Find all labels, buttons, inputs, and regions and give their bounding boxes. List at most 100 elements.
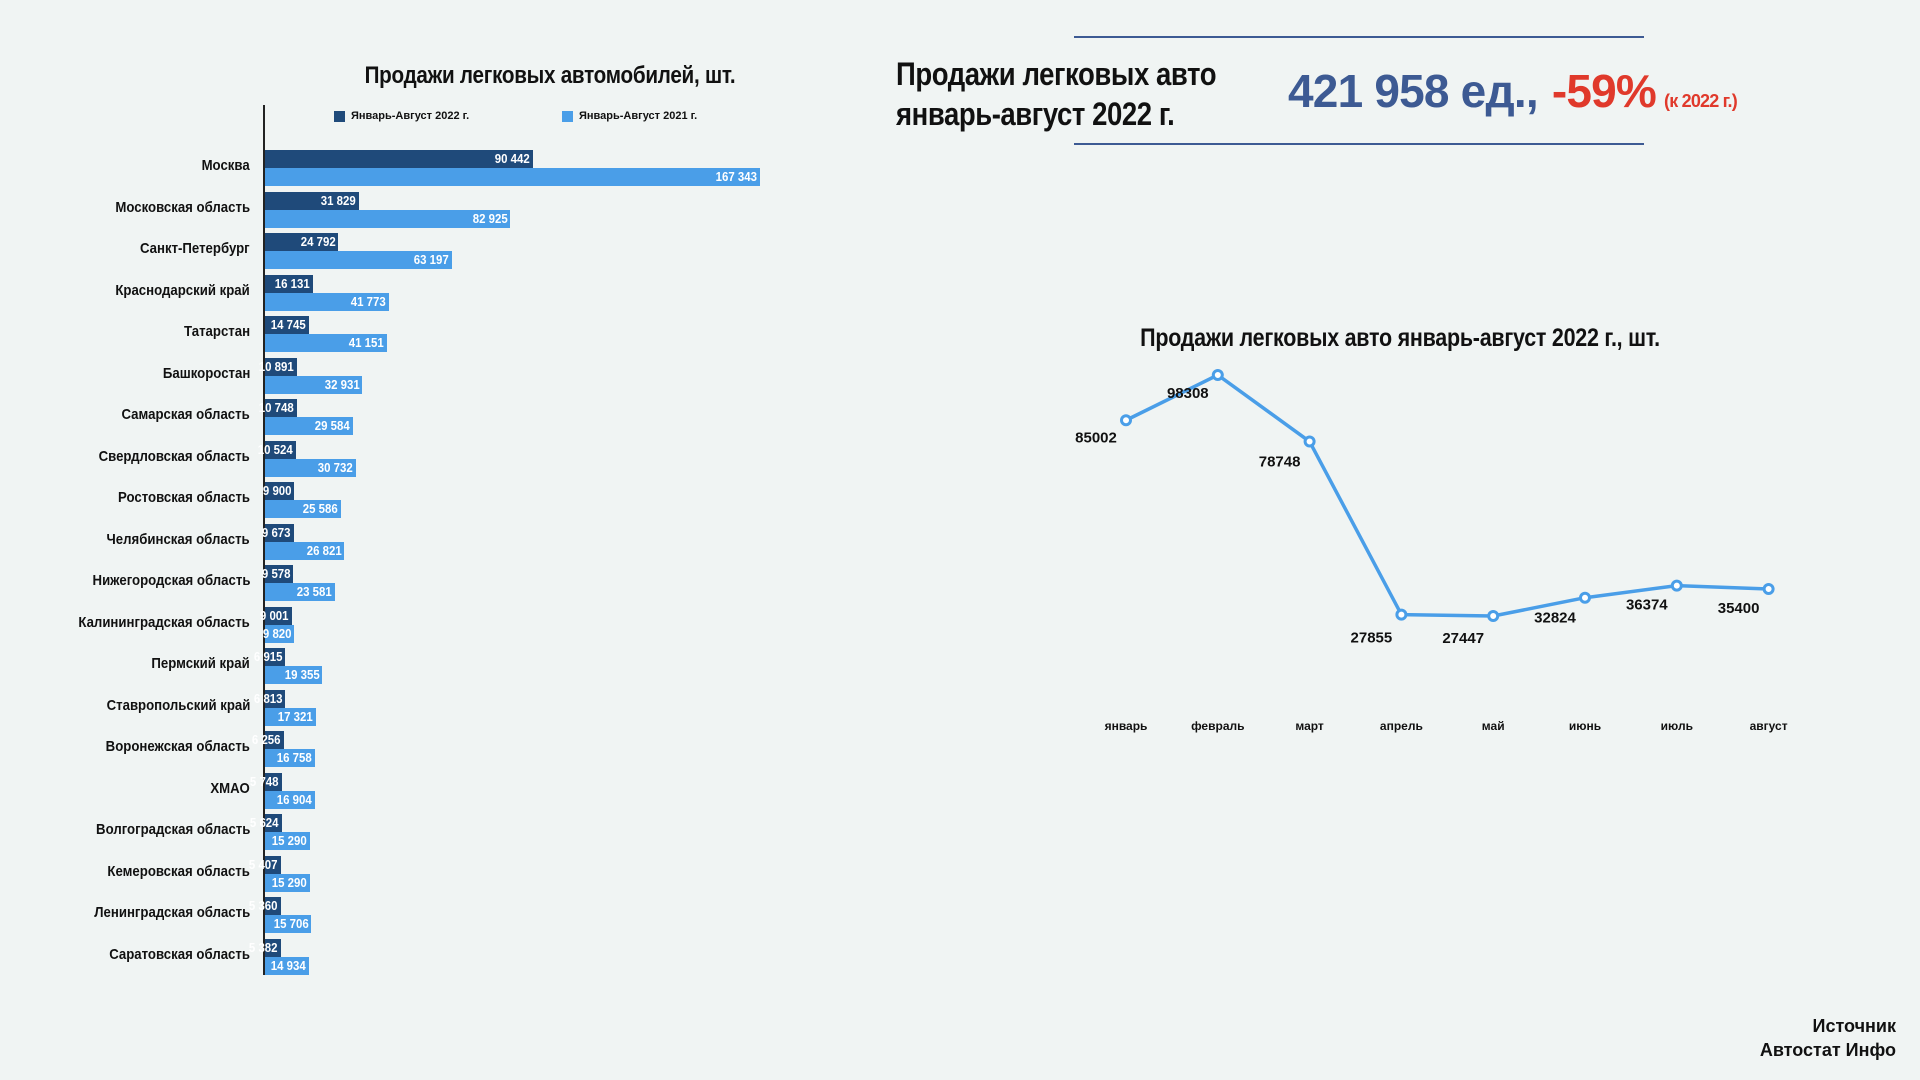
bar-2021	[265, 790, 315, 809]
category-label: Калининградская область	[78, 613, 250, 631]
bar-2022	[265, 648, 286, 666]
x-tick-label: июнь	[1569, 719, 1601, 733]
bar-label-2021: 29 584	[314, 418, 350, 433]
bar-label-2022: 24 792	[300, 234, 336, 249]
bar-2021	[265, 417, 353, 435]
line-point	[1579, 591, 1591, 604]
bar-label-2021: 30 732	[317, 459, 353, 475]
bar-2022	[265, 316, 309, 334]
category-label: Челябинская область	[106, 530, 250, 548]
bar-2021	[265, 956, 310, 975]
category-label: Кемеровская область	[107, 862, 250, 880]
line-point	[1762, 582, 1775, 595]
header-change: -59%	[1551, 65, 1657, 117]
bar-label-2022: 90 442	[494, 151, 530, 166]
bar-2022	[265, 399, 297, 417]
category-label: Москва	[201, 157, 250, 174]
line-value-label: 27855	[1351, 630, 1393, 647]
bar-label-2021: 15 706	[273, 916, 309, 931]
category-label: Московская область	[115, 198, 250, 216]
bar-2022	[265, 233, 339, 251]
bar-2022	[265, 606, 292, 625]
header-title: Продажи легковых авто январь-август 2022…	[896, 54, 1240, 134]
bar-2022	[265, 357, 298, 376]
header-figure: 421 958 ед., -59% (к 2022 г.)	[1288, 64, 1738, 118]
category-label: Ленинградская область	[94, 904, 250, 921]
bar-2022	[265, 772, 282, 791]
legend-label-2022: Январь-Август 2022 г.	[351, 110, 470, 122]
bar-label-2021: 32 931	[324, 376, 360, 392]
bar-2021	[265, 251, 452, 269]
bar-2021	[265, 541, 345, 560]
line-value-label: 36374	[1626, 597, 1668, 614]
bar-label-2021: 63 197	[413, 252, 449, 267]
bar-2022	[265, 150, 533, 168]
bar-label-2022: 14 745	[270, 317, 306, 332]
legend-swatch-2021	[562, 110, 573, 122]
category-label: Краснодарский край	[115, 281, 250, 299]
category-label: Санкт-Петербург	[140, 240, 250, 257]
bar-2022	[265, 274, 313, 293]
bar-2021	[265, 168, 760, 186]
bar-label-2022: 6 813	[253, 690, 283, 706]
bar-2022	[265, 191, 360, 210]
source-line2: Автостат Инфо	[1759, 1040, 1896, 1060]
bar-label-2022: 5 624	[249, 815, 279, 830]
category-label: Свердловская область	[98, 447, 250, 465]
bar-label-2022: 5 360	[249, 898, 278, 913]
bar-label-2021: 19 355	[284, 667, 320, 682]
bar-2021	[265, 832, 311, 850]
bar-label-2022: 9 673	[261, 524, 291, 540]
bar-2022	[265, 565, 294, 583]
bar-label-2021: 41 773	[350, 293, 386, 309]
category-label: Самарская область	[121, 406, 250, 423]
bar-2021	[265, 334, 387, 352]
category-label: Ростовская область	[117, 489, 250, 506]
bar-label-2021: 41 151	[348, 335, 384, 350]
bar-2022	[265, 938, 281, 957]
bar-2021	[265, 915, 312, 933]
bar-2021	[265, 873, 311, 892]
x-tick-label: август	[1750, 719, 1788, 733]
bar-2022	[265, 689, 286, 708]
line-value-label: 32824	[1534, 610, 1576, 627]
header-title-line2: январь-август 2022 г.	[896, 96, 1175, 132]
category-label: Ставропольский край	[106, 696, 250, 714]
bar-label-2021: 17 321	[278, 708, 314, 724]
legend-item-2021: Январь-Август 2021 г.	[562, 110, 697, 122]
x-tick-label: июль	[1661, 719, 1693, 733]
bar-label-2022: 10 748	[258, 400, 294, 415]
bar-2022	[265, 814, 282, 832]
bar-label-2022: 5 382	[249, 939, 278, 955]
line-point	[1211, 369, 1224, 381]
bar-chart-axis	[263, 105, 265, 975]
bar-label-2021: 167 343	[715, 169, 757, 184]
bar-2022	[265, 482, 295, 500]
line-chart-title: Продажи легковых авто январь-август 2022…	[1140, 324, 1660, 352]
header-total: 421 958 ед.,	[1288, 65, 1539, 117]
bar-2022	[265, 440, 297, 459]
legend-label-2021: Январь-Август 2021 г.	[579, 110, 698, 122]
bar-label-2021: 16 758	[276, 750, 312, 765]
bar-2021	[265, 292, 389, 311]
bar-label-2022: 10 524	[258, 441, 294, 457]
x-tick-label: январь	[1105, 719, 1148, 733]
header-rule-top	[1074, 36, 1644, 38]
bar-label-2021: 15 290	[272, 833, 308, 848]
x-tick-label: март	[1295, 719, 1324, 733]
bar-label-2021: 9 820	[262, 625, 292, 641]
bar-label-2021: 82 925	[472, 210, 508, 226]
bar-label-2021: 15 290	[272, 874, 308, 890]
category-label: Воронежская область	[105, 738, 250, 755]
bar-label-2022: 9 001	[259, 607, 289, 623]
bar-label-2021: 14 934	[271, 957, 307, 973]
category-label: Татарстан	[183, 323, 250, 340]
bar-label-2022: 10 891	[259, 358, 295, 374]
category-label: Пермский край	[151, 655, 250, 672]
bar-label-2022: 31 829	[321, 192, 357, 208]
line-point	[1120, 414, 1132, 427]
source-line1: Источник	[1812, 1016, 1896, 1036]
bar-2021	[265, 458, 356, 477]
line-value-label: 85002	[1075, 429, 1117, 446]
